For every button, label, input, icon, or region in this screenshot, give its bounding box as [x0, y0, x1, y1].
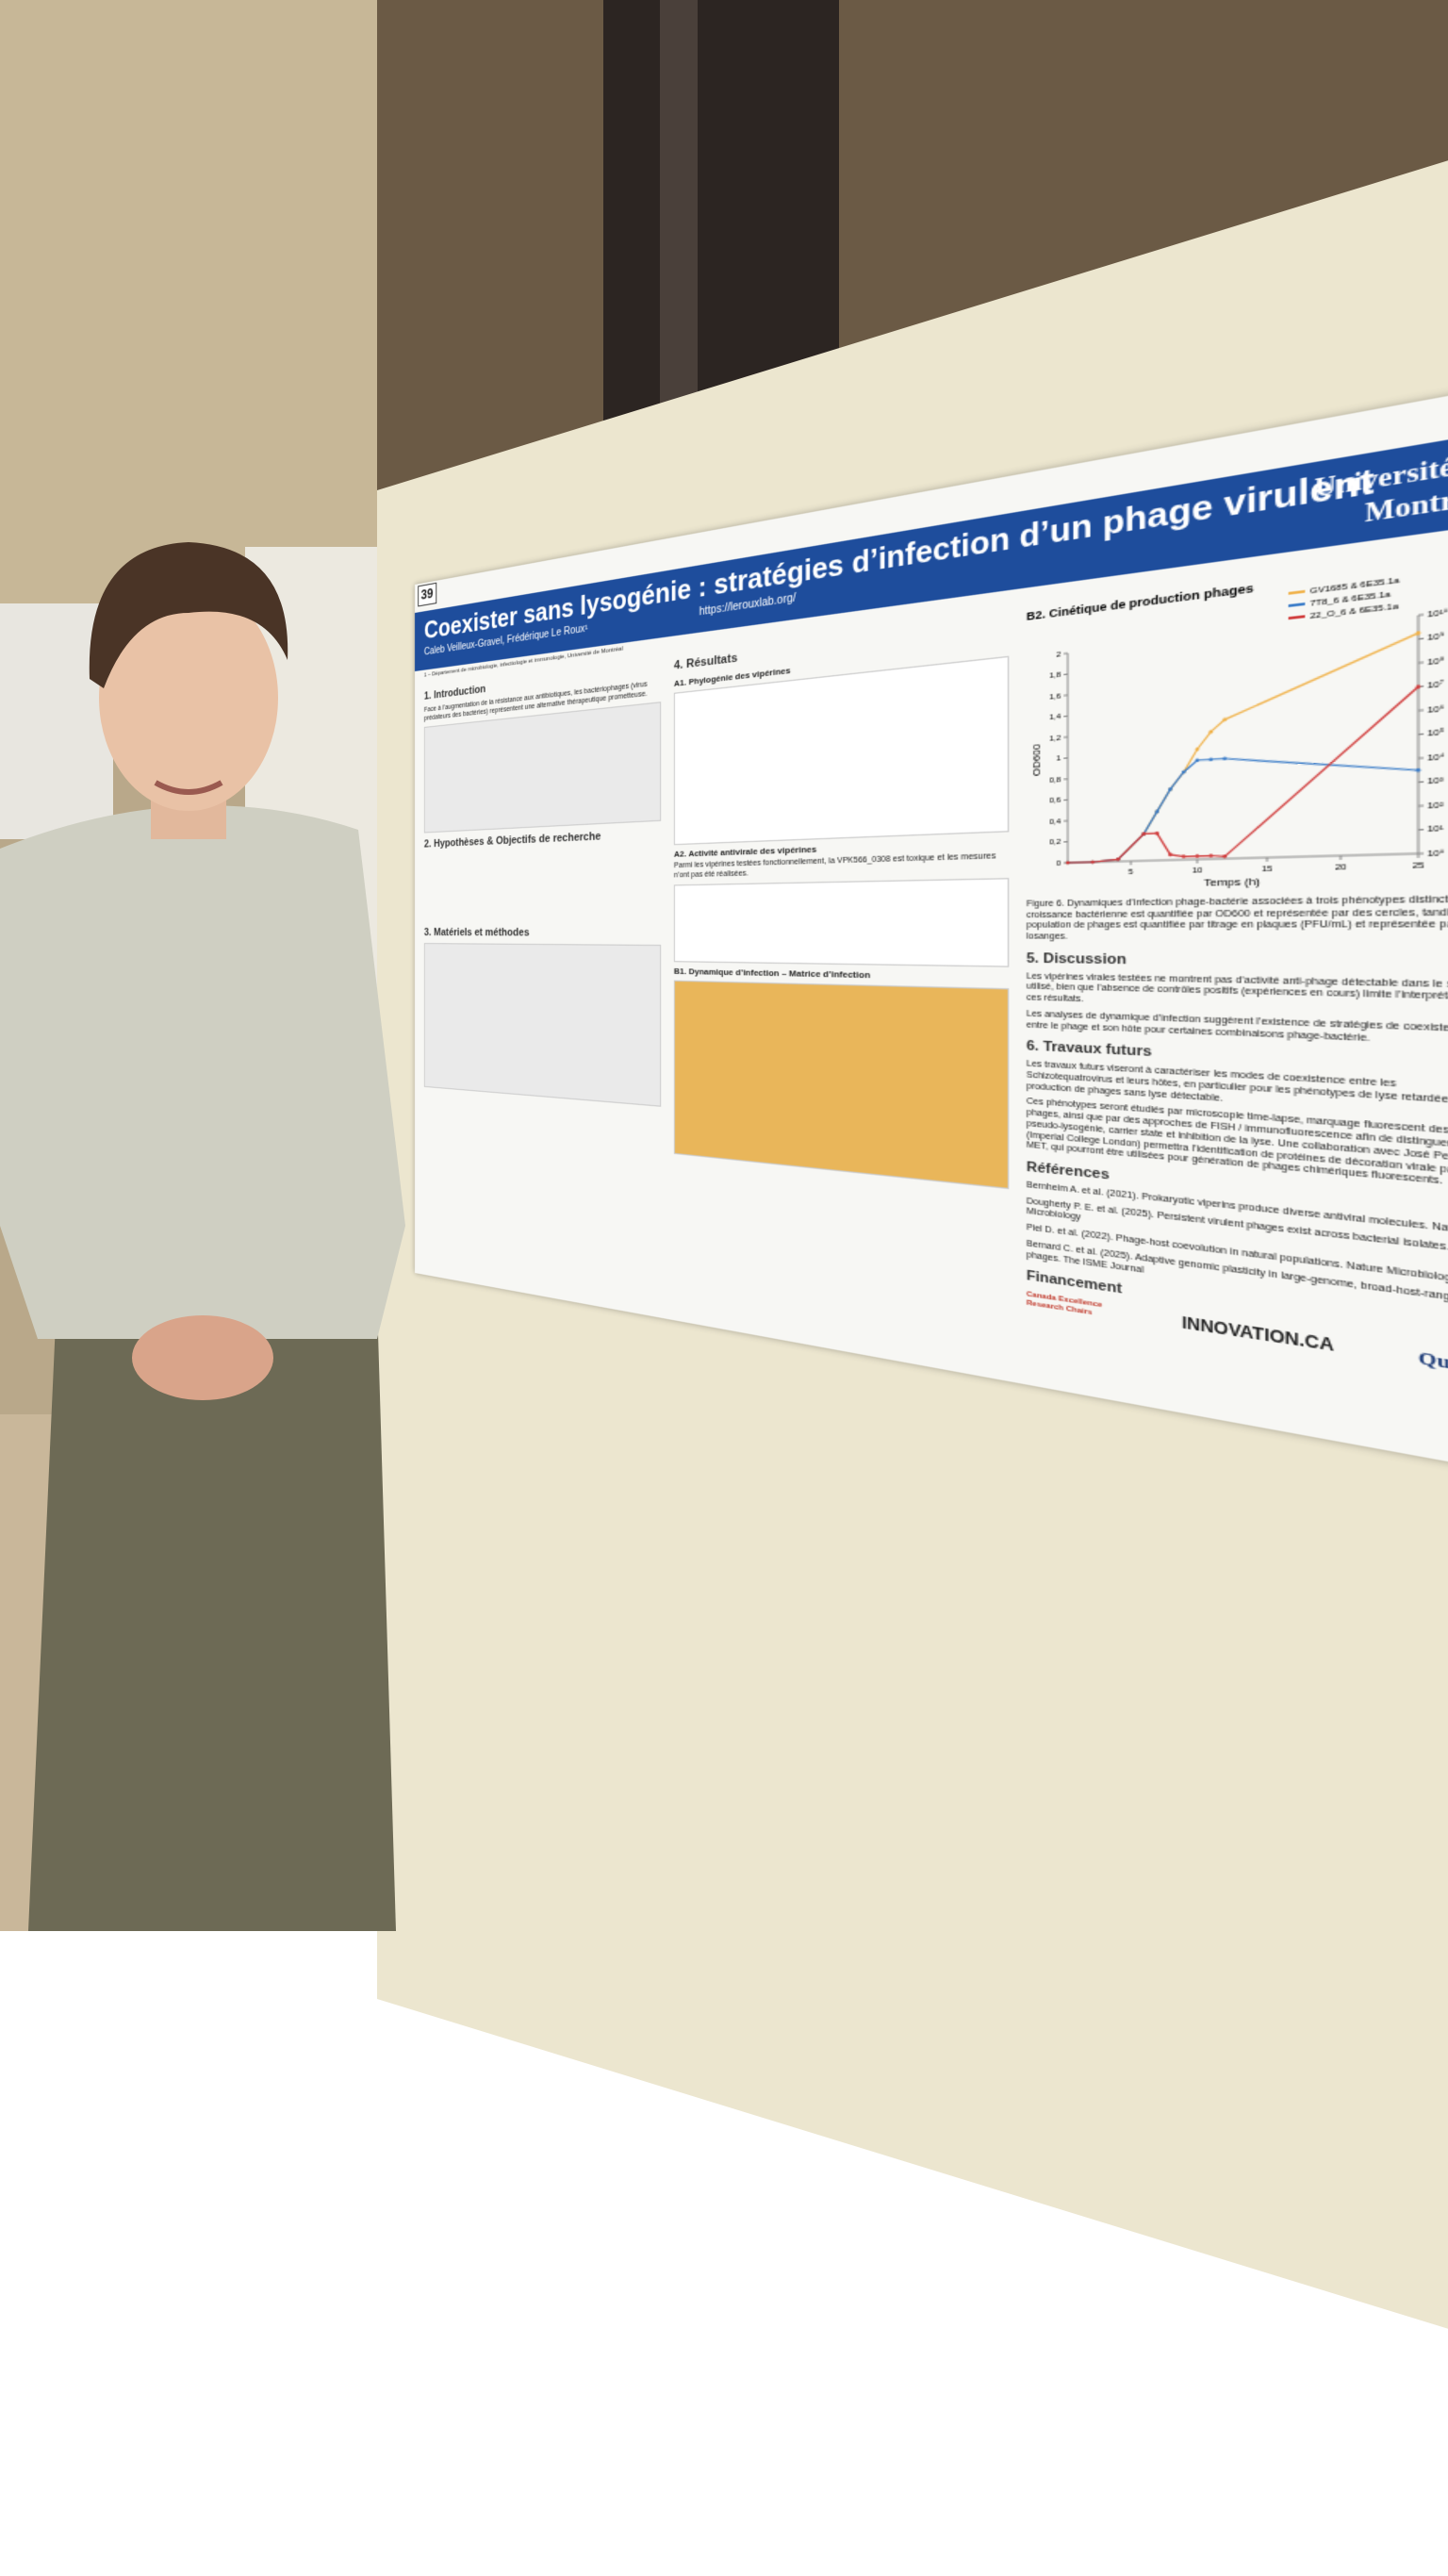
shirt — [0, 805, 405, 1339]
person — [0, 0, 1448, 1931]
page: 39 Coexister sans lysogénie : stratégies… — [0, 0, 1448, 1931]
hands — [132, 1315, 273, 1400]
